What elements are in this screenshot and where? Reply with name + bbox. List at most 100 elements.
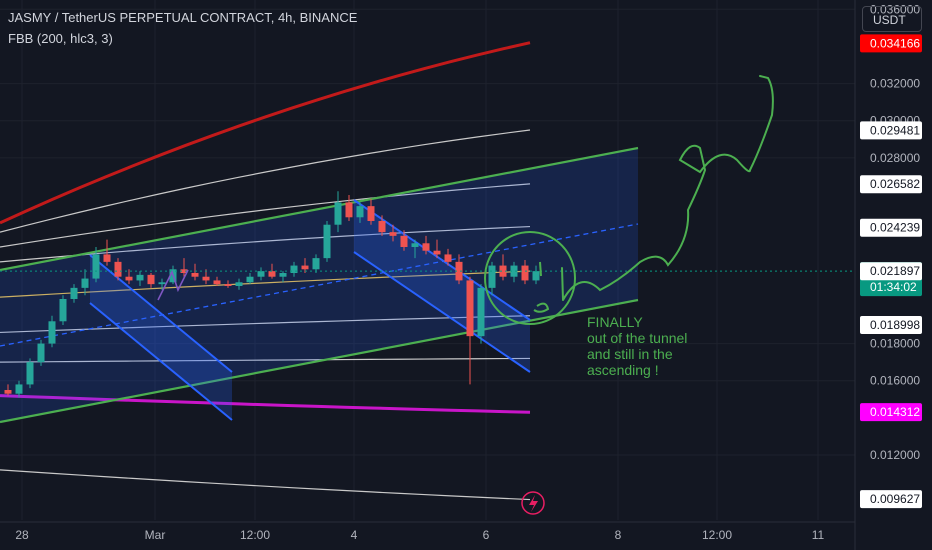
price-tag bbox=[860, 262, 922, 281]
candle-body bbox=[433, 250, 441, 255]
price-tag-label: 0.021897 bbox=[870, 264, 920, 278]
band-basis bbox=[0, 270, 531, 298]
candle-body bbox=[147, 274, 155, 285]
flag-fill bbox=[90, 255, 232, 420]
band-line bbox=[0, 225, 531, 263]
candle-body bbox=[136, 274, 144, 281]
band-line bbox=[0, 469, 531, 501]
candle-body bbox=[510, 265, 518, 277]
circle-drawing bbox=[484, 231, 576, 325]
price-tag bbox=[860, 490, 922, 509]
price-tag bbox=[860, 403, 922, 422]
flag-line bbox=[89, 302, 233, 421]
price-tag-label: 0.026582 bbox=[870, 177, 920, 191]
price-tag bbox=[860, 218, 922, 237]
currency-selector[interactable]: USDT bbox=[862, 6, 922, 32]
price-tag-label: 0.024239 bbox=[870, 221, 920, 235]
flag-fill bbox=[354, 200, 530, 372]
candle-body bbox=[246, 276, 254, 283]
annotation-line: ascending ! bbox=[587, 362, 659, 378]
candle-body bbox=[213, 280, 221, 285]
candle-body bbox=[389, 232, 397, 236]
candle-body bbox=[455, 261, 463, 281]
candle-body bbox=[92, 254, 100, 279]
candle-body bbox=[477, 287, 485, 337]
y-tick-label: 0.032000 bbox=[870, 77, 920, 91]
flag-line bbox=[353, 251, 531, 373]
candle-body bbox=[224, 284, 232, 286]
annotation-text: FINALLY out of the tunnel and still in t… bbox=[587, 314, 687, 378]
band-line bbox=[0, 183, 531, 248]
candle-body bbox=[114, 261, 122, 277]
flag-line bbox=[353, 199, 531, 321]
lower-band bbox=[0, 394, 531, 414]
candle-body bbox=[444, 254, 452, 262]
price-tag-label: 0.009627 bbox=[870, 492, 920, 506]
candle-body bbox=[81, 278, 89, 288]
candle-body bbox=[367, 206, 375, 221]
x-tick-label: 4 bbox=[351, 528, 358, 542]
candle-body bbox=[26, 362, 34, 385]
bollinger-bands bbox=[0, 41, 531, 501]
projection-drawing bbox=[561, 75, 774, 301]
candle-body bbox=[268, 271, 276, 277]
x-tick-label: Mar bbox=[145, 528, 166, 542]
candle-body bbox=[466, 280, 474, 337]
x-tick-label: 11 bbox=[812, 528, 825, 542]
candle-body bbox=[378, 221, 386, 233]
hand-drawings bbox=[157, 75, 774, 515]
price-axis: 0.0360000.0320000.0300000.0280000.018000… bbox=[860, 2, 922, 509]
price-tag bbox=[860, 175, 922, 194]
x-tick-label: 28 bbox=[15, 528, 29, 542]
candle-body bbox=[521, 265, 529, 281]
x-tick-label: 12:00 bbox=[702, 528, 732, 542]
band-line bbox=[0, 357, 531, 363]
candle-body bbox=[290, 265, 298, 273]
channel-upper-line bbox=[0, 146, 639, 272]
candle-body bbox=[59, 299, 67, 322]
lightning-icon bbox=[529, 495, 538, 512]
x-tick-label: 6 bbox=[483, 528, 490, 542]
candle-body bbox=[15, 384, 23, 394]
band-line bbox=[0, 129, 531, 233]
annotation-line: FINALLY bbox=[587, 314, 643, 330]
x-tick-label: 8 bbox=[615, 528, 622, 542]
candle-body bbox=[532, 271, 540, 281]
ascending-channel bbox=[0, 146, 639, 424]
x-tick-label: 12:00 bbox=[240, 528, 270, 542]
price-tag bbox=[860, 121, 922, 140]
y-tick-label: 0.016000 bbox=[870, 374, 920, 388]
candle-body bbox=[400, 235, 408, 247]
candle-body bbox=[411, 243, 419, 247]
candle-body bbox=[158, 282, 166, 285]
candle-body bbox=[312, 258, 320, 270]
candle-body bbox=[48, 321, 56, 344]
annotation-line: and still in the bbox=[587, 346, 673, 362]
candle-body bbox=[279, 273, 287, 277]
channel-midline bbox=[0, 223, 639, 347]
channel-lower-line bbox=[0, 298, 639, 424]
candle-body bbox=[499, 265, 507, 277]
y-tick-label: 0.018000 bbox=[870, 337, 920, 351]
annotation-line: out of the tunnel bbox=[587, 330, 688, 346]
candle-body bbox=[345, 202, 353, 218]
price-tag-label: 0.034166 bbox=[870, 36, 920, 50]
flag-line bbox=[89, 254, 233, 373]
time-axis: 28 Mar 12:00 4 6 8 12:00 11 bbox=[15, 528, 824, 542]
upper-band bbox=[0, 41, 531, 225]
candle-body bbox=[257, 271, 265, 277]
candle-body bbox=[356, 206, 364, 218]
candle-body bbox=[488, 265, 496, 288]
y-tick-label: 0.028000 bbox=[870, 151, 920, 165]
y-tick-label: 0.012000 bbox=[870, 448, 920, 462]
indicator-label: FBB (200, hlc3, 3) bbox=[8, 31, 113, 46]
candle-body bbox=[422, 243, 430, 251]
arrow-drawing bbox=[157, 269, 189, 301]
candle-body bbox=[180, 269, 188, 273]
price-tag-countdown: 01:34:02 bbox=[870, 280, 917, 294]
grid-lines bbox=[0, 0, 856, 550]
scribble-drawing bbox=[533, 261, 550, 313]
price-tag-label: 0.014312 bbox=[870, 405, 920, 419]
price-tag-label: 0.029481 bbox=[870, 123, 920, 137]
